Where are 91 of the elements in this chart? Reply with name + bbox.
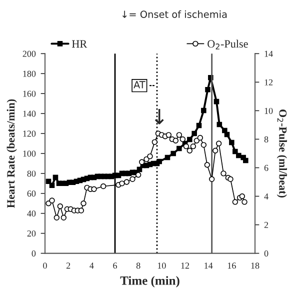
point (166, 132, 172, 138)
x-axis-title: Time (min) (120, 276, 180, 288)
point (91, 186, 97, 192)
point (229, 140, 234, 146)
point (208, 176, 215, 182)
point (170, 150, 176, 156)
y2-tick-label: 14 (264, 50, 273, 57)
point (212, 148, 218, 154)
y2-tick-label: 12 (264, 79, 273, 86)
point (222, 128, 228, 134)
y-tick-label: 160 (23, 90, 36, 97)
point (205, 86, 210, 92)
x-tick-label: 4 (90, 262, 94, 269)
point (80, 200, 86, 206)
point (172, 138, 179, 144)
point (186, 148, 193, 154)
point (190, 143, 196, 150)
x-tick-label: 12 (181, 262, 190, 269)
annotation: ↓ (154, 108, 164, 124)
y-axis-title: Heart Rate (beats/min) (6, 99, 17, 208)
point (232, 199, 238, 205)
y-tick-label: 20 (27, 230, 36, 237)
point (236, 152, 242, 158)
point (183, 143, 190, 150)
text: ↓= Onset of ischemia (122, 10, 227, 18)
legend-label: O$_{2}$-Pulse (208, 40, 248, 50)
point (135, 172, 142, 178)
y-tick-label: 80 (27, 170, 36, 177)
x-tick-label: 8 (136, 262, 140, 269)
point (196, 122, 202, 128)
point (119, 180, 125, 186)
y2-tick-label: 6 (264, 164, 268, 171)
point (124, 179, 130, 185)
y2-tick-label: 0 (264, 250, 268, 257)
y-tick-label: 40 (27, 210, 36, 217)
point (54, 214, 60, 220)
point (130, 176, 136, 182)
point (176, 146, 182, 152)
point (239, 193, 246, 200)
point (49, 198, 55, 204)
legend-label: HR (72, 40, 88, 48)
point (232, 148, 238, 154)
x-tick-label: 18 (251, 262, 260, 269)
point (216, 140, 222, 146)
point (197, 134, 204, 141)
y2-axis-title: O$_{2}$-Pulse (ml/beat) (276, 110, 287, 198)
point (49, 182, 55, 188)
y2-tick-label: 8 (264, 136, 268, 142)
point (78, 208, 84, 214)
point (220, 170, 226, 176)
point (60, 214, 67, 220)
y2-tick-label: 2 (264, 222, 268, 228)
point (57, 203, 64, 210)
point (192, 130, 197, 136)
ref-line-label: AT (134, 81, 146, 88)
x-tick-label: 14 (204, 262, 213, 269)
point (138, 159, 145, 165)
point (204, 162, 210, 168)
y-tick-label: 0 (32, 250, 36, 257)
point (194, 138, 200, 144)
point (100, 183, 106, 190)
point (224, 132, 230, 138)
y-tick-label: 180 (23, 70, 36, 77)
y2-tick-label: 4 (264, 193, 268, 200)
x-tick-label: 10 (158, 262, 166, 269)
x-tick-label: 0 (43, 262, 47, 269)
point (52, 174, 58, 180)
y-tick-label: 120 (23, 130, 36, 137)
point (201, 108, 206, 114)
point (200, 142, 207, 148)
point (152, 139, 158, 145)
point (214, 98, 220, 104)
x-tick-label: 16 (228, 262, 236, 269)
point (46, 200, 52, 206)
y-tick-label: 140 (23, 110, 36, 117)
point (164, 154, 170, 160)
point (180, 136, 186, 142)
x-tick-label: 2 (66, 262, 70, 269)
point (243, 158, 248, 164)
point (216, 122, 222, 128)
point (228, 176, 234, 182)
x-tick-label: 6 (113, 262, 117, 269)
y-tick-label: 200 (22, 50, 36, 57)
y2-tick-label: 10 (264, 108, 273, 114)
y-tick-label: 60 (27, 190, 36, 197)
point (242, 199, 248, 205)
point (187, 136, 192, 142)
point (156, 158, 162, 164)
point (176, 132, 182, 138)
point (147, 153, 153, 160)
y-tick-label: 100 (23, 150, 36, 157)
